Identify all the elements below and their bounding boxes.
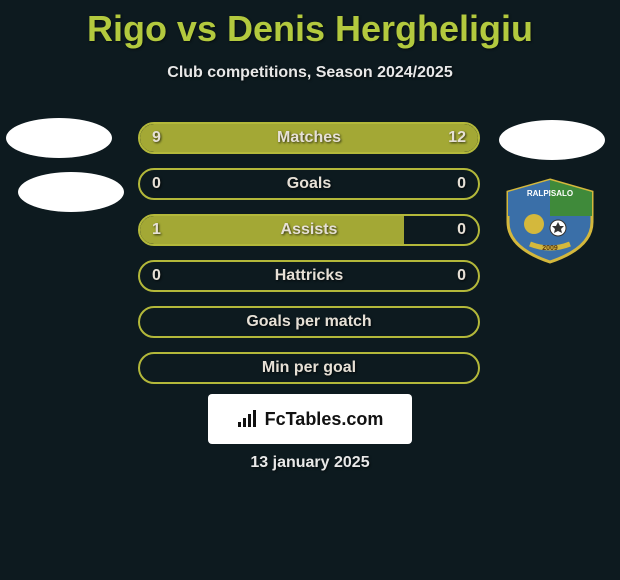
- stat-label: Matches: [140, 124, 478, 152]
- stat-value-right: 0: [457, 170, 466, 198]
- brand-link[interactable]: FcTables.com: [208, 394, 412, 444]
- stat-row-assists: 1 Assists 0: [138, 214, 480, 246]
- stat-row-goals-per-match: Goals per match: [138, 306, 480, 338]
- subtitle: Club competitions, Season 2024/2025: [0, 64, 620, 82]
- brand-chart-icon: [237, 410, 259, 428]
- stat-value-right: 12: [448, 124, 466, 152]
- stat-row-matches: 9 Matches 12: [138, 122, 480, 154]
- stat-label: Goals per match: [140, 308, 478, 336]
- stat-label: Goals: [140, 170, 478, 198]
- player-left-avatar: [6, 118, 112, 158]
- svg-text:RALPISALO: RALPISALO: [527, 189, 573, 198]
- stat-value-right: 0: [457, 216, 466, 244]
- date-label: 13 january 2025: [0, 454, 620, 472]
- club-left-badge: [18, 172, 124, 212]
- stat-label: Hattricks: [140, 262, 478, 290]
- stats-container: 9 Matches 12 0 Goals 0 1 Assists 0 0 Hat…: [138, 122, 480, 398]
- page-title: Rigo vs Denis Hergheligiu: [0, 0, 620, 50]
- brand-text: FcTables.com: [265, 409, 384, 430]
- player-right-avatar: [499, 120, 605, 160]
- stat-row-goals: 0 Goals 0: [138, 168, 480, 200]
- stat-label: Assists: [140, 216, 478, 244]
- stat-row-min-per-goal: Min per goal: [138, 352, 480, 384]
- club-right-badge: RALPISALO 2009: [500, 178, 600, 264]
- stat-label: Min per goal: [140, 354, 478, 382]
- stat-row-hattricks: 0 Hattricks 0: [138, 260, 480, 292]
- stat-value-right: 0: [457, 262, 466, 290]
- svg-text:2009: 2009: [542, 245, 558, 252]
